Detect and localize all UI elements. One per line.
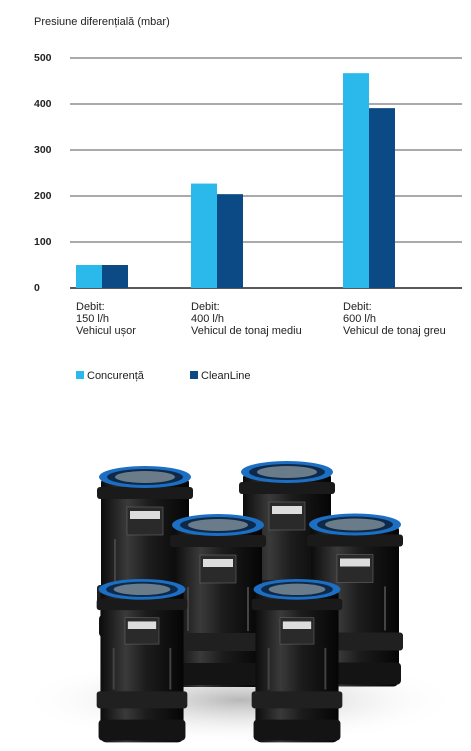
y-tick-label: 200 [34, 190, 52, 202]
bar [217, 194, 243, 288]
legend-swatch [76, 371, 84, 379]
chart-title: Presiune diferențială (mbar) [34, 16, 170, 28]
product-photo [20, 460, 460, 745]
x-tick-label: Vehicul de tonaj greu [343, 325, 446, 337]
bar [76, 265, 102, 288]
chart: Presiune diferențială (mbar) 0 100 200 300 4… [34, 16, 462, 382]
filter [250, 578, 344, 744]
y-tick-label: 0 [34, 282, 40, 294]
bar [369, 108, 395, 288]
legend-swatch [190, 371, 198, 379]
x-tick-label: Debit: [76, 301, 105, 313]
legend-label: CleanLine [201, 370, 251, 382]
x-tick-label: Vehicul de tonaj mediu [191, 325, 302, 337]
x-tick-label: Debit: [191, 301, 220, 313]
y-tick-label: 500 [34, 52, 52, 64]
x-tick-label: 400 l/h [191, 313, 224, 325]
bar [102, 265, 128, 288]
y-tick-label: 300 [34, 144, 52, 156]
x-tick-label: 600 l/h [343, 313, 376, 325]
y-tick-label: 100 [34, 236, 52, 248]
x-tick-label: Vehicul ușor [76, 325, 136, 337]
x-tick-label: 150 l/h [76, 313, 109, 325]
legend-label: Concurență [87, 370, 145, 382]
bar [191, 183, 217, 288]
y-tick-label: 400 [34, 98, 52, 110]
bar [343, 73, 369, 289]
x-tick-label: Debit: [343, 301, 372, 313]
filter [95, 578, 189, 744]
